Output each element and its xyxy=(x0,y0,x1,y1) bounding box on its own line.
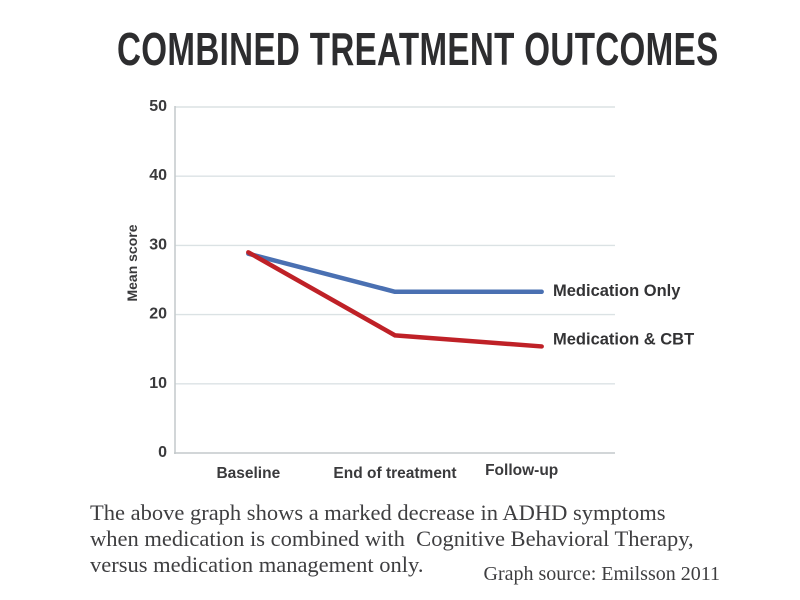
caption-line: when medication is combined with Cogniti… xyxy=(90,526,694,551)
y-tick-label-0: 0 xyxy=(158,444,167,461)
series-label-medication-only: Medication Only xyxy=(553,282,681,300)
graph-source-credit: Graph source: Emilsson 2011 xyxy=(483,563,720,585)
y-tick-label-30: 30 xyxy=(149,236,167,253)
x-tick-label-follow-up: Follow-up xyxy=(485,462,558,479)
y-tick-label-10: 10 xyxy=(149,375,167,392)
page-title: COMBINED TREATMENT OUTCOMES xyxy=(0,26,800,73)
x-tick-label-end-of-treatment: End of treatment xyxy=(333,465,456,482)
page-title-text: COMBINED TREATMENT OUTCOMES xyxy=(116,23,719,75)
caption-line: The above graph shows a marked decrease … xyxy=(90,500,666,525)
series-label-medication-cbt: Medication & CBT xyxy=(553,330,694,348)
chart-caption: The above graph shows a marked decrease … xyxy=(90,500,694,578)
y-axis-title: Mean score xyxy=(124,224,140,301)
series-line-medication-cbt xyxy=(246,250,544,349)
x-tick-label-baseline: Baseline xyxy=(216,465,280,482)
series-line-medication-only xyxy=(246,251,544,295)
y-tick-label-50: 50 xyxy=(149,98,167,115)
y-tick-label-40: 40 xyxy=(149,167,167,184)
y-tick-label-20: 20 xyxy=(149,306,167,323)
caption-line: versus medication management only. xyxy=(90,552,424,577)
